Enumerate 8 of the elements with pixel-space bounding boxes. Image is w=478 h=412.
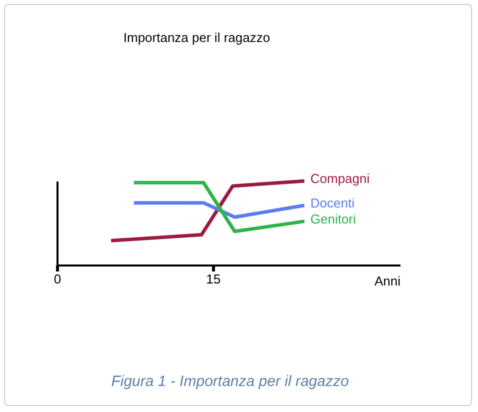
x-axis-title: Anni (374, 274, 401, 288)
series-label: Compagni (310, 171, 370, 186)
series-label: Genitori (310, 211, 356, 226)
x-tick-label: 15 (206, 272, 221, 286)
series-label: Docenti (310, 195, 355, 210)
text: Figura 1 - Importanza per il ragazzo (111, 373, 349, 390)
chart-title: Importanza per il ragazzo (123, 30, 270, 45)
x-tick-label: 0 (54, 272, 62, 286)
